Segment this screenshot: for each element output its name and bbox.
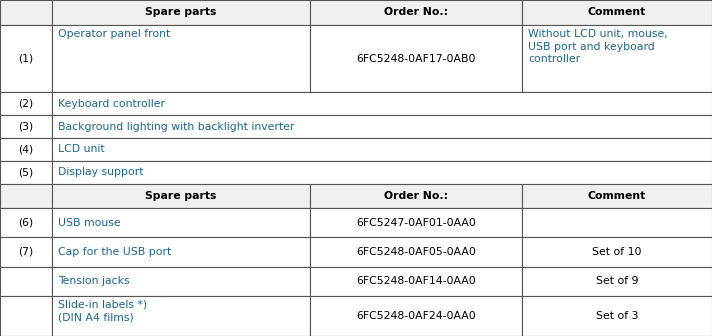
Bar <box>0 266 52 296</box>
Text: Comment: Comment <box>588 7 646 17</box>
Bar <box>52 0 310 25</box>
Text: Operator panel front: Operator panel front <box>58 29 170 39</box>
Bar <box>522 266 712 296</box>
Bar <box>52 183 310 208</box>
Bar <box>52 115 712 138</box>
Bar <box>310 238 522 266</box>
Bar <box>522 238 712 266</box>
Bar <box>0 296 52 336</box>
Text: 6FC5248-0AF17-0AB0: 6FC5248-0AF17-0AB0 <box>356 54 476 64</box>
Text: Without LCD unit, mouse,
USB port and keyboard
controller: Without LCD unit, mouse, USB port and ke… <box>528 29 668 65</box>
Bar <box>310 266 522 296</box>
Bar <box>0 0 52 25</box>
Bar <box>522 25 712 92</box>
Bar <box>310 183 522 208</box>
Bar <box>52 25 310 92</box>
Bar <box>0 238 52 266</box>
Text: LCD unit: LCD unit <box>58 144 105 154</box>
Text: Tension jacks: Tension jacks <box>58 276 130 286</box>
Bar <box>52 208 310 238</box>
Text: Set of 10: Set of 10 <box>592 247 642 257</box>
Text: 6FC5248-0AF24-0AA0: 6FC5248-0AF24-0AA0 <box>356 311 476 321</box>
Text: (4): (4) <box>19 144 33 154</box>
Bar <box>522 208 712 238</box>
Bar <box>52 138 712 161</box>
Text: (2): (2) <box>19 99 33 109</box>
Bar <box>0 25 52 92</box>
Text: Slide-in labels *)
(DIN A4 films): Slide-in labels *) (DIN A4 films) <box>58 300 147 322</box>
Bar <box>522 0 712 25</box>
Bar <box>52 92 712 115</box>
Text: Order No.:: Order No.: <box>384 191 448 201</box>
Bar <box>0 208 52 238</box>
Bar <box>52 161 712 183</box>
Bar <box>0 183 52 208</box>
Text: (6): (6) <box>19 218 33 228</box>
Text: Comment: Comment <box>588 191 646 201</box>
Text: Set of 3: Set of 3 <box>596 311 638 321</box>
Bar <box>52 296 310 336</box>
Bar <box>310 296 522 336</box>
Bar <box>310 208 522 238</box>
Text: (7): (7) <box>19 247 33 257</box>
Text: Cap for the USB port: Cap for the USB port <box>58 247 172 257</box>
Bar <box>310 25 522 92</box>
Text: Spare parts: Spare parts <box>145 7 216 17</box>
Text: (3): (3) <box>19 122 33 131</box>
Bar <box>310 0 522 25</box>
Text: 6FC5247-0AF01-0AA0: 6FC5247-0AF01-0AA0 <box>356 218 476 228</box>
Text: (1): (1) <box>19 54 33 64</box>
Text: Spare parts: Spare parts <box>145 191 216 201</box>
Text: 6FC5248-0AF14-0AA0: 6FC5248-0AF14-0AA0 <box>356 276 476 286</box>
Text: 6FC5248-0AF05-0AA0: 6FC5248-0AF05-0AA0 <box>356 247 476 257</box>
Text: Background lighting with backlight inverter: Background lighting with backlight inver… <box>58 122 294 131</box>
Bar <box>52 266 310 296</box>
Bar <box>0 138 52 161</box>
Text: Display support: Display support <box>58 167 144 177</box>
Text: Keyboard controller: Keyboard controller <box>58 99 165 109</box>
Bar <box>0 115 52 138</box>
Bar <box>0 92 52 115</box>
Text: USB mouse: USB mouse <box>58 218 120 228</box>
Bar <box>52 238 310 266</box>
Text: Set of 9: Set of 9 <box>596 276 638 286</box>
Bar <box>522 296 712 336</box>
Bar <box>522 183 712 208</box>
Bar <box>0 161 52 183</box>
Text: Order No.:: Order No.: <box>384 7 448 17</box>
Text: (5): (5) <box>19 167 33 177</box>
